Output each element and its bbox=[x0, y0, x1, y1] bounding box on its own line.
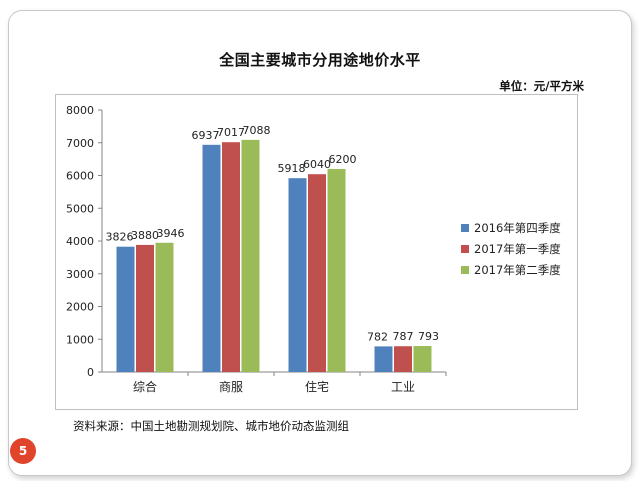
legend-item: 2017年第二季度 bbox=[461, 259, 561, 280]
bar bbox=[136, 244, 154, 372]
data-label: 7088 bbox=[243, 124, 271, 137]
y-tick-label: 1000 bbox=[66, 333, 94, 346]
legend-item: 2017年第一季度 bbox=[461, 238, 561, 259]
bar bbox=[413, 346, 432, 372]
page-number-badge: 5 bbox=[10, 438, 36, 464]
data-label: 782 bbox=[367, 330, 388, 343]
x-tick-label: 住宅 bbox=[305, 379, 329, 394]
legend-label: 2017年第二季度 bbox=[474, 262, 561, 277]
data-label: 5918 bbox=[278, 162, 306, 175]
y-tick-label: 0 bbox=[87, 366, 94, 379]
x-tick-label: 工业 bbox=[391, 380, 415, 394]
data-label: 787 bbox=[393, 330, 414, 343]
data-label: 6200 bbox=[329, 153, 357, 166]
y-tick-label: 4000 bbox=[66, 235, 94, 248]
legend-swatch bbox=[461, 265, 469, 274]
legend-swatch bbox=[461, 223, 469, 232]
source-note: 资料来源：中国土地勘测规划院、城市地价动态监测组 bbox=[73, 419, 349, 433]
bar bbox=[308, 174, 326, 372]
legend-label: 2016年第四季度 bbox=[474, 220, 561, 235]
y-tick-label: 3000 bbox=[66, 268, 94, 281]
bar bbox=[288, 178, 307, 372]
y-tick-label: 5000 bbox=[66, 202, 94, 215]
bar bbox=[394, 346, 412, 372]
data-label: 6937 bbox=[192, 129, 220, 142]
data-label: 3946 bbox=[157, 227, 185, 240]
bar bbox=[374, 346, 393, 372]
y-tick-label: 2000 bbox=[66, 301, 94, 314]
unit-label: 单位：元/平方米 bbox=[499, 79, 584, 93]
data-label: 793 bbox=[418, 330, 439, 343]
bar bbox=[222, 142, 240, 372]
bar bbox=[327, 168, 346, 372]
data-label: 3826 bbox=[106, 231, 134, 244]
y-tick-label: 7000 bbox=[66, 137, 94, 150]
bar bbox=[155, 242, 174, 372]
x-tick-label: 商服 bbox=[219, 379, 243, 394]
legend-item: 2016年第四季度 bbox=[461, 217, 561, 238]
data-label: 6040 bbox=[303, 158, 331, 171]
y-tick-label: 8000 bbox=[66, 104, 94, 117]
y-tick-label: 6000 bbox=[66, 170, 94, 183]
legend-swatch bbox=[461, 244, 469, 253]
bar bbox=[241, 139, 260, 372]
chart-area: 0 1000 2000 3000 4000 5000 6000 7000 8000 综合 商服 住宅 工… bbox=[55, 94, 578, 410]
x-tick-label: 综合 bbox=[133, 379, 157, 394]
chart-title: 全国主要城市分用途地价水平 bbox=[219, 51, 421, 69]
chart-legend: 2016年第四季度 2017年第一季度 2017年第二季度 bbox=[461, 217, 561, 280]
bar-chart: 0 1000 2000 3000 4000 5000 6000 7000 8000 综合 商服 住宅 工… bbox=[66, 104, 447, 394]
data-label: 3880 bbox=[131, 229, 159, 242]
data-label: 7017 bbox=[217, 126, 245, 139]
bar bbox=[202, 144, 221, 372]
legend-label: 2017年第一季度 bbox=[474, 241, 561, 256]
bar bbox=[116, 246, 135, 372]
